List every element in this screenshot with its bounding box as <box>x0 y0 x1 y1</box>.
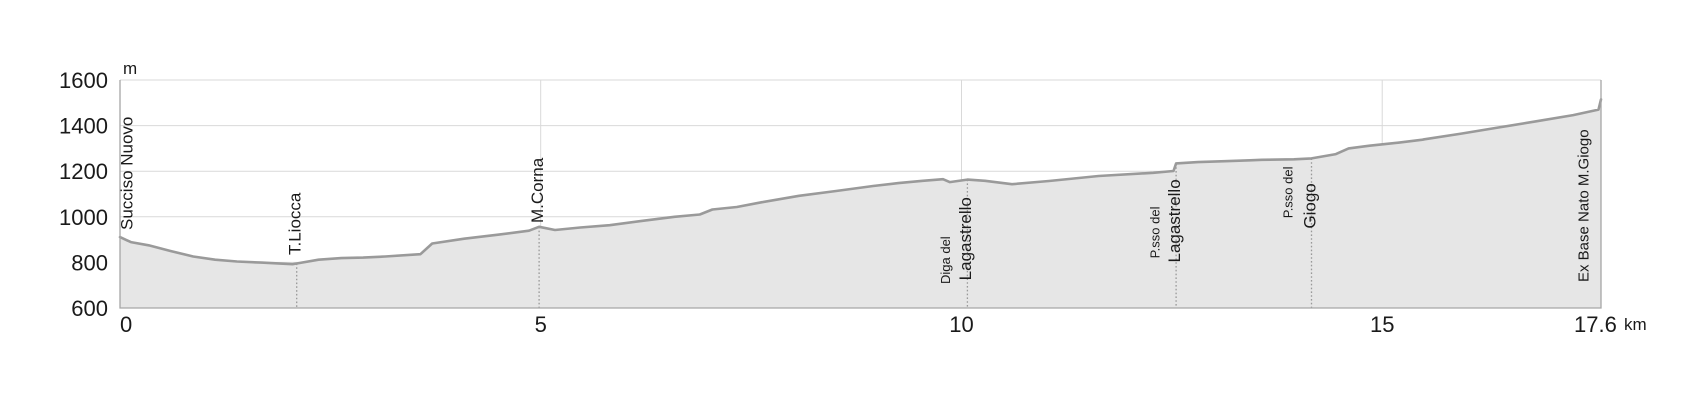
svg-text:Lagastrello: Lagastrello <box>1165 179 1184 262</box>
svg-text:Giogo: Giogo <box>1300 183 1319 228</box>
svg-text:P.sso del: P.sso del <box>1148 206 1163 258</box>
svg-text:1600: 1600 <box>59 68 108 93</box>
svg-text:m: m <box>123 59 137 78</box>
svg-text:Ex Base Nato M.Giogo: Ex Base Nato M.Giogo <box>1575 129 1592 282</box>
svg-text:1200: 1200 <box>59 159 108 184</box>
svg-text:Lagastrello: Lagastrello <box>956 197 975 280</box>
svg-text:5: 5 <box>535 312 547 337</box>
svg-text:Diga del: Diga del <box>938 236 953 284</box>
svg-text:600: 600 <box>71 296 108 321</box>
svg-text:P.sso del: P.sso del <box>1281 166 1296 218</box>
svg-text:M.Corna: M.Corna <box>528 157 547 223</box>
svg-text:Succiso Nuovo: Succiso Nuovo <box>118 117 137 230</box>
svg-text:T.Liocca: T.Liocca <box>286 192 305 255</box>
svg-text:15: 15 <box>1370 312 1394 337</box>
svg-text:1400: 1400 <box>59 114 108 139</box>
svg-text:17.6: 17.6 <box>1574 312 1617 337</box>
svg-text:10: 10 <box>949 312 973 337</box>
svg-text:800: 800 <box>71 250 108 275</box>
svg-text:0: 0 <box>120 312 132 337</box>
svg-text:km: km <box>1624 315 1647 334</box>
svg-text:1000: 1000 <box>59 205 108 230</box>
